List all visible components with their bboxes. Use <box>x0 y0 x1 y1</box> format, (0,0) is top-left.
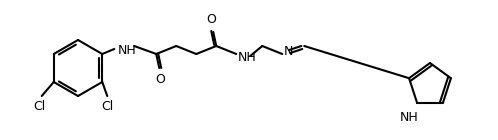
Text: NH: NH <box>118 44 137 57</box>
Text: NH: NH <box>238 51 257 64</box>
Text: O: O <box>206 13 216 26</box>
Text: O: O <box>155 73 165 86</box>
Text: NH: NH <box>400 111 418 124</box>
Text: N: N <box>284 45 294 58</box>
Text: Cl: Cl <box>101 100 114 113</box>
Text: Cl: Cl <box>34 100 46 113</box>
